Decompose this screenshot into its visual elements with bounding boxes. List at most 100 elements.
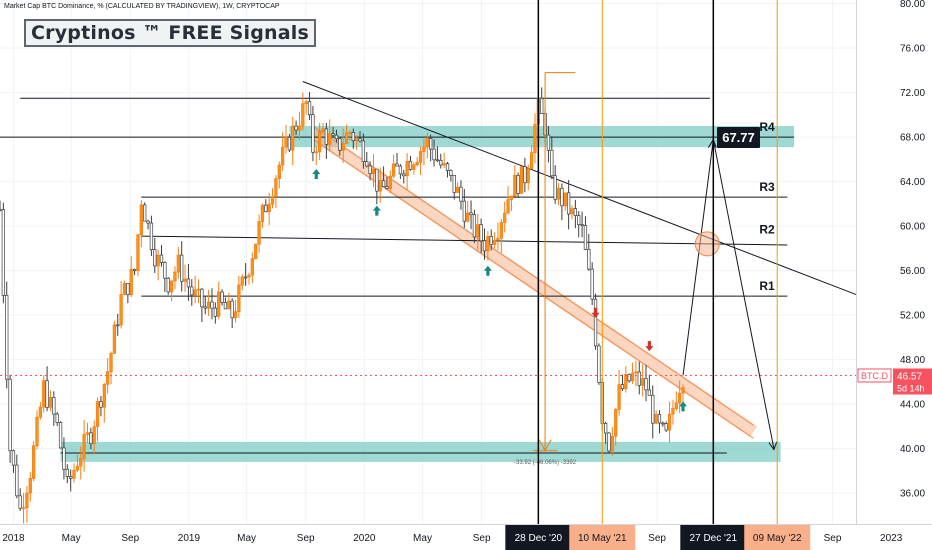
candle-body: [227, 300, 231, 310]
candle-body: [156, 254, 160, 267]
candle-body: [681, 387, 685, 394]
candle-body: [72, 469, 76, 479]
candle-body: [429, 138, 433, 150]
candle-body: [593, 298, 598, 347]
descending-channel-band: [309, 127, 758, 438]
buy-signal-arrow-icon: [679, 401, 688, 412]
candle-body: [314, 151, 318, 154]
candle-body: [65, 468, 69, 477]
candle-body: [243, 276, 248, 279]
candle-body: [597, 345, 601, 383]
price-tick-label: 76.00: [900, 44, 925, 55]
candle-body: [398, 165, 403, 175]
price-tag-countdown: 5d 14h: [897, 383, 925, 393]
candle-body: [647, 389, 652, 396]
candle-body: [203, 306, 207, 309]
candle-body: [439, 159, 443, 166]
candle-body: [479, 224, 483, 242]
candle-body: [287, 136, 292, 151]
support-zone: [60, 441, 781, 462]
time-tick-label: 09 May '22: [753, 533, 802, 544]
candle-body: [163, 262, 167, 279]
candle-body: [630, 372, 635, 382]
candle-body: [149, 222, 154, 250]
price-axis: 80.00 76.00 72.00 68.00 64.00 60.00 56.00 52.00…: [856, 0, 932, 550]
price-tick-label: 68.00: [900, 133, 925, 144]
candle-body: [388, 175, 392, 189]
price-tick-label: 40.00: [900, 444, 925, 455]
price-tag-value: 46.57: [897, 371, 922, 382]
time-tick-label: Sep: [473, 533, 491, 544]
candle-body: [533, 124, 537, 154]
descending-trendline: [302, 81, 856, 296]
candle-body: [169, 280, 174, 293]
candle-body: [25, 492, 29, 509]
candle-body: [570, 208, 574, 215]
candle-body: [442, 163, 446, 166]
candle-body: [270, 196, 275, 205]
candle-body: [476, 224, 480, 238]
candle-body: [506, 199, 510, 214]
candle-body: [365, 161, 369, 167]
price-axis-bg: [856, 0, 932, 550]
candle-body: [472, 214, 477, 238]
candle-body: [583, 225, 588, 250]
candle-body: [466, 212, 470, 222]
candle-body: [395, 163, 399, 167]
candle-body: [277, 164, 281, 180]
candle-body: [69, 476, 73, 479]
candle-body: [556, 187, 561, 200]
candle-body: [220, 291, 224, 303]
candle-body: [304, 101, 308, 104]
candle-body: [62, 447, 66, 470]
candle-body: [301, 103, 305, 127]
candle-body: [99, 401, 103, 408]
buy-signal-arrow-icon: [483, 265, 492, 276]
candle-body: [324, 128, 329, 145]
candle-body: [651, 394, 655, 424]
time-tick-label: May: [413, 533, 432, 544]
candle-body: [664, 423, 668, 431]
time-tick-label: 27 Dec '21: [690, 533, 738, 544]
candle-body: [587, 248, 591, 270]
time-tick-label: May: [237, 533, 256, 544]
candle-body: [274, 178, 278, 197]
candle-body: [139, 204, 143, 236]
candle-body: [519, 166, 524, 194]
candle-body: [95, 401, 100, 427]
candle-body: [38, 406, 43, 418]
candle-body: [82, 433, 86, 459]
candle-body: [116, 324, 120, 327]
candle-body: [641, 378, 645, 386]
candle-body: [580, 224, 584, 226]
candle-body: [102, 384, 106, 408]
candle-body: [250, 258, 254, 276]
candle-body: [153, 249, 157, 267]
candle-body: [79, 458, 83, 467]
candle-body: [109, 353, 113, 373]
candle-body: [661, 422, 665, 425]
candle-body: [55, 413, 59, 423]
time-tick-label: 28 Dec '20: [515, 533, 563, 544]
candle-body: [381, 180, 386, 187]
candle-body: [462, 200, 466, 222]
channel-lower-edge: [312, 138, 754, 439]
candle-body: [678, 392, 682, 404]
candle-body: [563, 192, 567, 207]
candle-body: [264, 204, 268, 213]
price-tick-label: 80.00: [900, 0, 925, 10]
candle-body: [577, 215, 581, 225]
candle-body: [213, 307, 217, 317]
candle-body: [560, 187, 564, 207]
candle-body: [15, 464, 19, 497]
candle-body: [0, 209, 2, 211]
candle-body: [637, 371, 641, 386]
candle-body: [200, 288, 204, 308]
candle-body: [112, 324, 117, 354]
candle-body: [492, 239, 497, 245]
time-tick-label: Sep: [648, 533, 666, 544]
candle-body: [634, 371, 638, 374]
candle-body: [217, 291, 221, 317]
candle-body: [176, 254, 180, 273]
